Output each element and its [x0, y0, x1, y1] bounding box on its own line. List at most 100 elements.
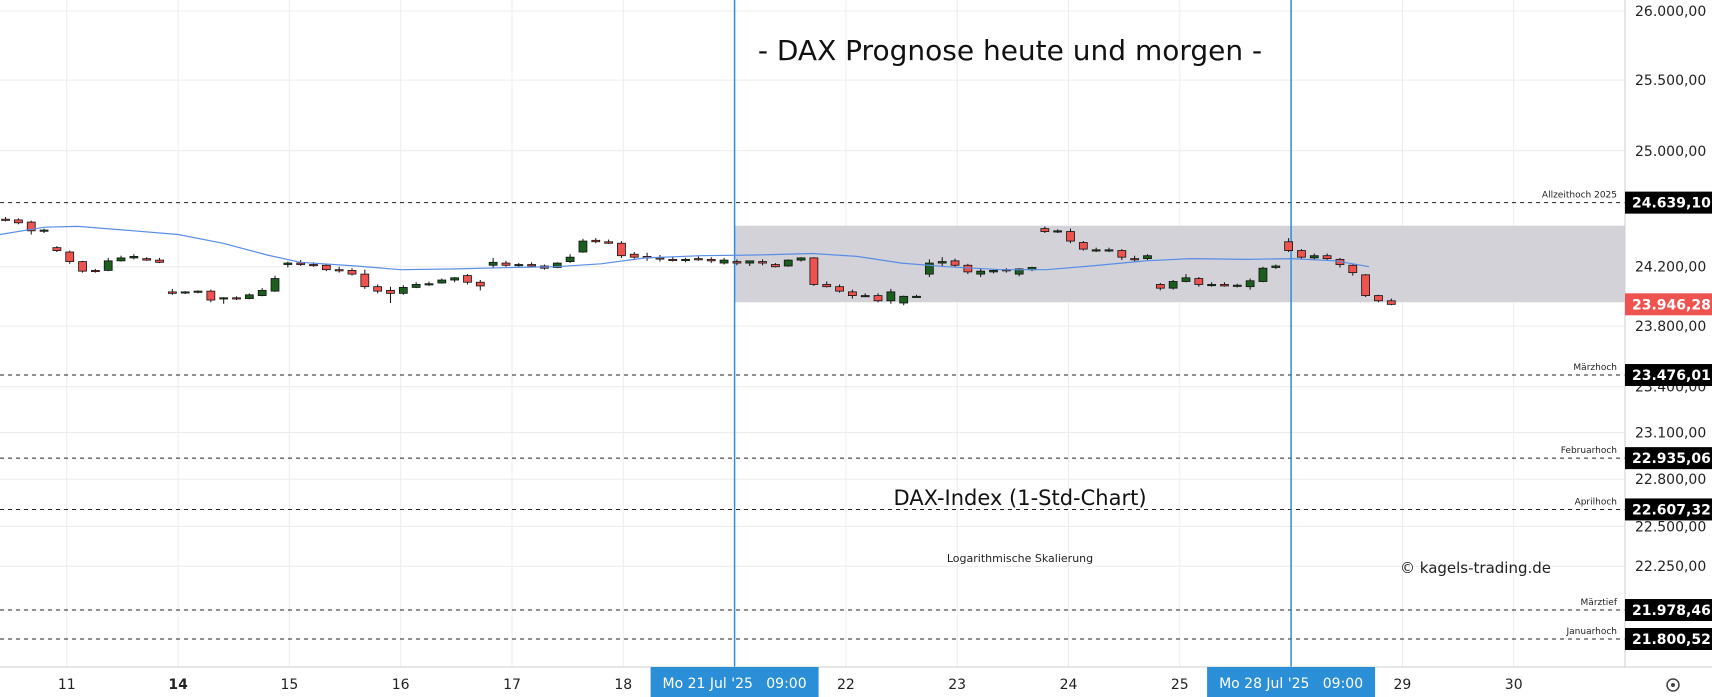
candle-body[interactable]	[1078, 242, 1088, 250]
candle-body[interactable]	[1091, 249, 1101, 252]
candle-body[interactable]	[142, 258, 152, 261]
candle-body[interactable]	[527, 264, 536, 267]
candle-body[interactable]	[706, 258, 716, 262]
candle-body[interactable]	[1386, 300, 1396, 305]
candle-body[interactable]	[1130, 258, 1140, 261]
candle-body[interactable]	[976, 270, 986, 275]
candle-body[interactable]	[1245, 280, 1255, 288]
candle-body[interactable]	[321, 264, 331, 271]
candle-body[interactable]	[1117, 250, 1127, 258]
candle-body[interactable]	[309, 264, 318, 267]
candle-body[interactable]	[398, 287, 408, 294]
candle-body[interactable]	[26, 221, 36, 232]
candle-body[interactable]	[514, 264, 524, 267]
candle-body[interactable]	[1014, 268, 1024, 275]
candle-body[interactable]	[771, 264, 780, 268]
candle-body[interactable]	[835, 286, 844, 292]
candle-body[interactable]	[809, 257, 819, 285]
candle-body[interactable]	[437, 279, 447, 284]
candle-body[interactable]	[1053, 230, 1063, 233]
candle-body[interactable]	[1309, 255, 1319, 259]
candle-body[interactable]	[1168, 281, 1178, 289]
candle-body[interactable]	[1181, 277, 1191, 282]
candle-body[interactable]	[668, 258, 678, 261]
candle-body[interactable]	[463, 275, 472, 283]
candle-body[interactable]	[565, 256, 575, 262]
candle-body[interactable]	[78, 261, 87, 272]
candle-body[interactable]	[14, 219, 23, 224]
candle-body[interactable]	[604, 241, 613, 244]
candle-body[interactable]	[1297, 250, 1306, 258]
y-axis[interactable]: 26.000,00 25.500,00 25.000,00 24.200,00 23.8…	[1624, 0, 1706, 667]
candle-body[interactable]	[1143, 255, 1152, 260]
candle-body[interactable]	[732, 261, 742, 264]
candle-body[interactable]	[244, 294, 254, 299]
candle-body[interactable]	[758, 261, 767, 264]
candle-body[interactable]	[1040, 228, 1050, 232]
candle-body[interactable]	[1271, 265, 1281, 268]
candle-body[interactable]	[1207, 284, 1217, 287]
candle-body[interactable]	[475, 281, 485, 287]
candle-body[interactable]	[193, 290, 203, 293]
candle-body[interactable]	[91, 270, 100, 273]
x-axis[interactable]: 11 14 15 16 17 18 22 23 24 25 29 30 Mo 21 Jul '25 09…	[0, 666, 1712, 697]
candle-body[interactable]	[1348, 264, 1358, 274]
candle-body[interactable]	[1258, 267, 1268, 282]
candle-body[interactable]	[155, 259, 164, 263]
candle-body[interactable]	[899, 295, 909, 304]
candle-body[interactable]	[578, 240, 588, 253]
candle-body[interactable]	[745, 260, 755, 264]
candle-body[interactable]	[488, 261, 498, 266]
candle-body[interactable]	[796, 257, 806, 261]
candle-body[interactable]	[334, 269, 344, 272]
candle-body[interactable]	[924, 262, 934, 275]
candle-body[interactable]	[1374, 295, 1383, 302]
candle-body[interactable]	[552, 262, 562, 268]
candle-body[interactable]	[860, 295, 870, 298]
candle-body[interactable]	[873, 295, 883, 302]
candle-body[interactable]	[206, 290, 216, 301]
date-marker-tag[interactable]	[1207, 667, 1376, 697]
candle-body[interactable]	[783, 259, 793, 267]
candle-body[interactable]	[116, 257, 126, 262]
candle-body[interactable]	[501, 262, 511, 266]
candle-body[interactable]	[39, 229, 49, 232]
candle-body[interactable]	[629, 253, 639, 258]
candle-body[interactable]	[912, 295, 921, 298]
candle-body[interactable]	[283, 262, 293, 265]
candle-body[interactable]	[296, 262, 306, 265]
candle-body[interactable]	[1194, 278, 1204, 285]
candle-body[interactable]	[950, 260, 960, 266]
candle-body[interactable]	[694, 258, 703, 261]
candle-body[interactable]	[1104, 249, 1114, 252]
candle-body[interactable]	[848, 291, 857, 296]
candle-body[interactable]	[617, 242, 626, 257]
candle-body[interactable]	[591, 239, 601, 243]
candle-body[interactable]	[1361, 274, 1370, 296]
candle-body[interactable]	[167, 291, 177, 294]
candle-body[interactable]	[1, 218, 10, 221]
candle-body[interactable]	[450, 277, 460, 281]
gear-icon[interactable]	[1666, 678, 1680, 692]
candle-body[interactable]	[655, 257, 665, 260]
candle-body[interactable]	[103, 260, 113, 271]
candle-body[interactable]	[1322, 255, 1332, 260]
candle-body[interactable]	[373, 286, 383, 292]
candle-body[interactable]	[52, 247, 62, 251]
candle-body[interactable]	[1232, 284, 1242, 287]
candle-body[interactable]	[180, 291, 190, 294]
candle-body[interactable]	[347, 270, 357, 275]
candle-body[interactable]	[1284, 241, 1293, 251]
date-marker-tag[interactable]	[650, 667, 819, 697]
candle-body[interactable]	[424, 283, 434, 286]
candle-body[interactable]	[989, 270, 998, 273]
candle-body[interactable]	[232, 297, 241, 300]
candle-body[interactable]	[411, 284, 421, 288]
candle-body[interactable]	[937, 261, 947, 264]
candle-body[interactable]	[822, 284, 832, 288]
candle-body[interactable]	[886, 291, 896, 302]
candle-body[interactable]	[681, 258, 690, 261]
candle-body[interactable]	[719, 259, 729, 264]
candle-body[interactable]	[360, 273, 370, 288]
candle-body[interactable]	[65, 251, 75, 262]
